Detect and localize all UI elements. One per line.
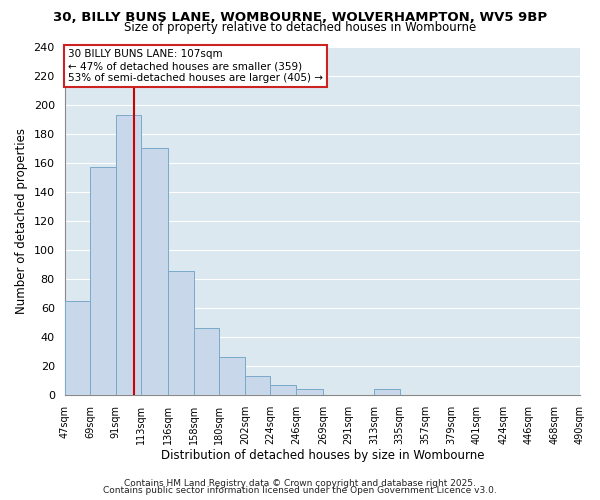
Bar xyxy=(245,376,271,395)
Bar xyxy=(194,328,219,395)
Text: Size of property relative to detached houses in Wombourne: Size of property relative to detached ho… xyxy=(124,22,476,35)
Bar xyxy=(142,148,168,395)
Bar xyxy=(271,384,296,395)
Text: 30, BILLY BUNS LANE, WOMBOURNE, WOLVERHAMPTON, WV5 9BP: 30, BILLY BUNS LANE, WOMBOURNE, WOLVERHA… xyxy=(53,11,547,24)
Bar xyxy=(219,357,245,395)
Bar xyxy=(296,389,323,395)
Bar xyxy=(374,389,400,395)
Bar xyxy=(90,167,116,395)
Bar xyxy=(65,300,90,395)
X-axis label: Distribution of detached houses by size in Wombourne: Distribution of detached houses by size … xyxy=(161,450,484,462)
Bar xyxy=(168,272,194,395)
Text: Contains public sector information licensed under the Open Government Licence v3: Contains public sector information licen… xyxy=(103,486,497,495)
Text: Contains HM Land Registry data © Crown copyright and database right 2025.: Contains HM Land Registry data © Crown c… xyxy=(124,478,476,488)
Text: 30 BILLY BUNS LANE: 107sqm
← 47% of detached houses are smaller (359)
53% of sem: 30 BILLY BUNS LANE: 107sqm ← 47% of deta… xyxy=(68,50,323,82)
Bar xyxy=(116,114,142,395)
Y-axis label: Number of detached properties: Number of detached properties xyxy=(15,128,28,314)
